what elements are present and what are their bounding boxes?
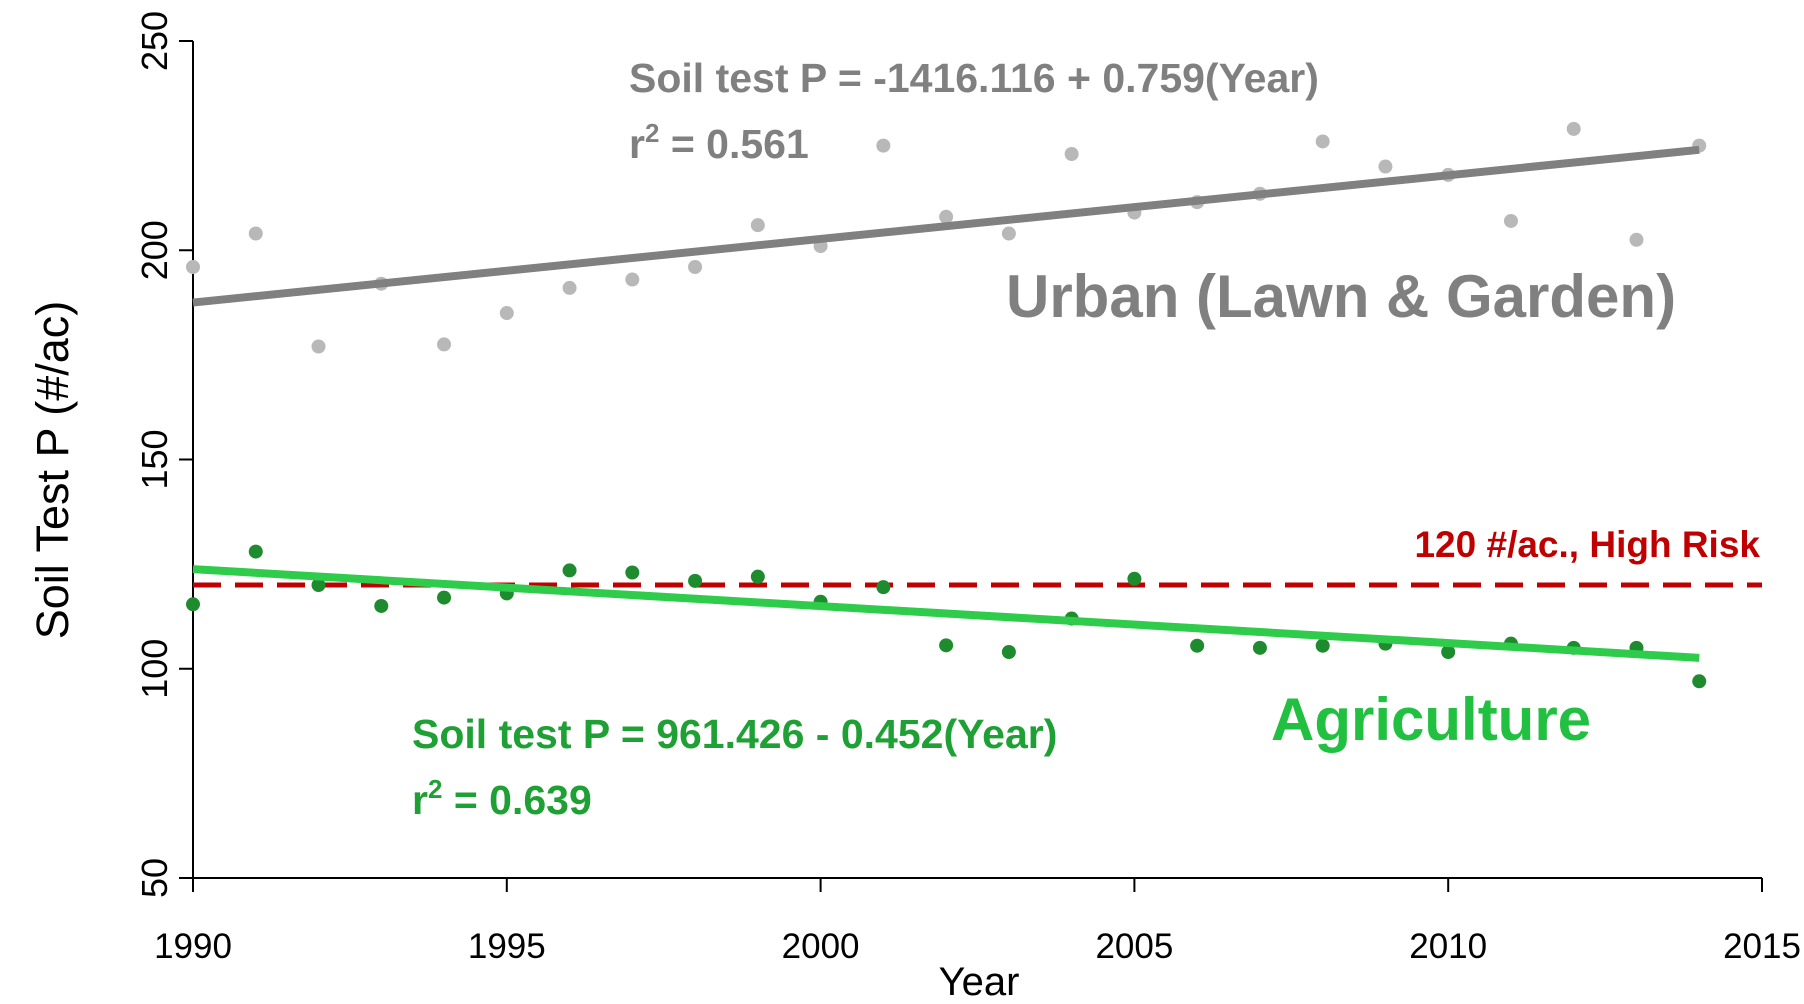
x-tick-label: 2015 <box>1723 927 1801 966</box>
data-point <box>1315 134 1330 149</box>
data-point <box>248 226 263 241</box>
data-point <box>562 563 577 578</box>
data-point <box>688 573 703 588</box>
data-point <box>499 306 514 321</box>
data-point <box>625 272 640 287</box>
reference-label: 120 #/ac., High Risk <box>1414 524 1760 565</box>
data-point <box>1566 121 1581 136</box>
superscript: 2 <box>428 774 442 804</box>
data-point <box>1001 226 1016 241</box>
x-tick-label: 2000 <box>782 927 860 966</box>
x-tick-label: 2010 <box>1409 927 1487 966</box>
data-point <box>750 569 765 584</box>
data-point <box>562 280 577 295</box>
data-point <box>311 339 326 354</box>
data-point <box>1629 232 1644 247</box>
x-tick-label: 1995 <box>468 927 546 966</box>
data-point <box>1190 638 1205 653</box>
series-label: Agriculture <box>1271 686 1591 753</box>
equation: Soil test P = -1416.116 + 0.759(Year) <box>629 55 1319 101</box>
data-point <box>374 598 389 613</box>
y-axis-label: Soil Test P (#/ac) <box>27 301 78 640</box>
r-symbol: r <box>629 121 645 167</box>
x-axis-label: Year <box>939 960 1020 1004</box>
y-tick-label: 200 <box>134 220 175 280</box>
data-point <box>437 337 452 352</box>
superscript: 2 <box>645 118 659 148</box>
data-point <box>186 259 200 274</box>
data-point <box>1252 640 1267 655</box>
r-value: = 0.639 <box>442 777 591 823</box>
data-point <box>311 578 326 593</box>
data-point <box>1441 645 1456 660</box>
data-point <box>248 544 263 559</box>
data-point <box>1001 645 1016 660</box>
data-point <box>437 590 452 605</box>
data-point <box>688 259 703 274</box>
data-point <box>876 580 891 595</box>
series-label: Urban (Lawn & Garden) <box>1006 263 1676 330</box>
data-point <box>1692 674 1707 689</box>
x-tick-label: 1990 <box>154 927 232 966</box>
y-tick-label: 100 <box>134 639 175 699</box>
trend-line <box>192 565 1700 662</box>
r-symbol: r <box>412 777 428 823</box>
r-squared: r2 = 0.639 <box>412 774 592 823</box>
data-point <box>939 638 954 653</box>
data-point <box>1378 159 1393 174</box>
data-point <box>1064 146 1079 161</box>
data-point <box>876 138 891 153</box>
r-squared: r2 = 0.561 <box>629 118 809 167</box>
data-point <box>186 597 200 612</box>
x-tick-label: 2005 <box>1095 927 1173 966</box>
equation: Soil test P = 961.426 - 0.452(Year) <box>412 711 1057 757</box>
data-point <box>625 565 640 580</box>
data-point <box>750 218 765 233</box>
data-point <box>1503 213 1518 228</box>
trend-line <box>192 145 1700 307</box>
data-point <box>1315 638 1330 653</box>
y-tick-label: 50 <box>134 858 175 898</box>
y-tick-label: 150 <box>134 429 175 489</box>
data-point <box>1127 571 1142 586</box>
r-value: = 0.561 <box>659 121 808 167</box>
y-tick-label: 250 <box>134 11 175 71</box>
data-point <box>939 209 954 224</box>
